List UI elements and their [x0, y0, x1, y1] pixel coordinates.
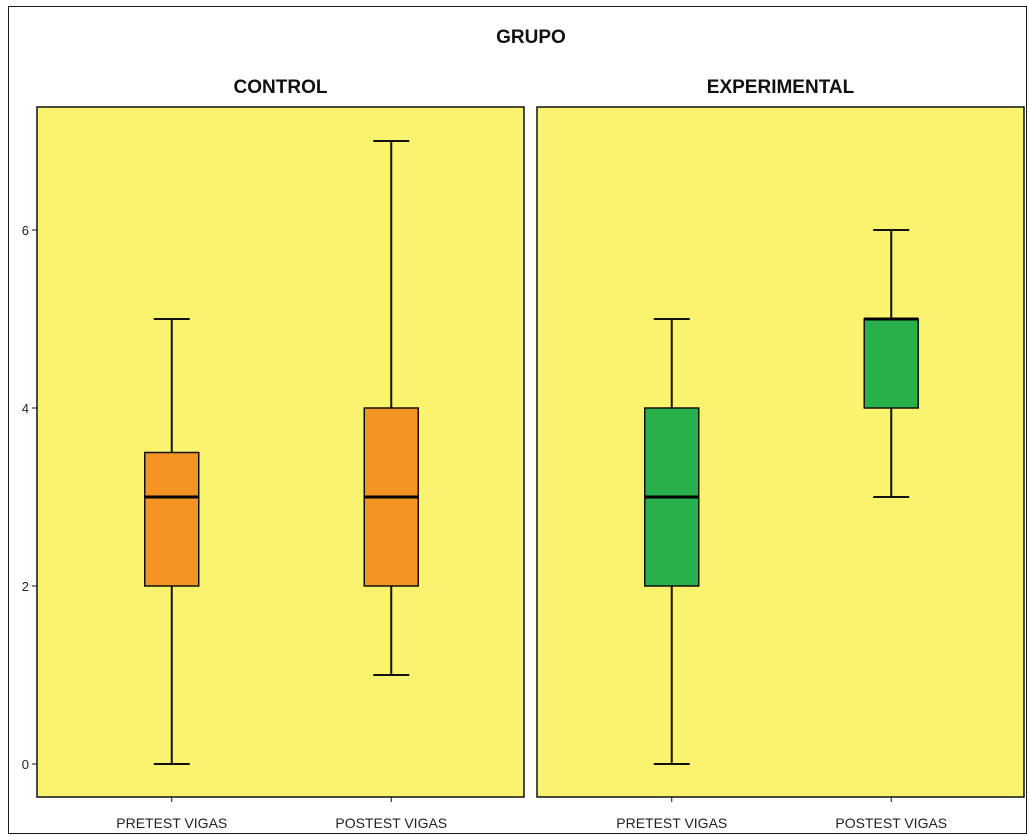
- y-tick-label: 4: [22, 401, 29, 416]
- box-postest-vigas: POSTEST VIGAS: [835, 229, 947, 831]
- box-pretest-vigas: PRETEST VIGAS: [616, 318, 727, 831]
- panel-experimental: EXPERIMENTAL PRETEST VIGAS POSTEST VIGAS: [536, 77, 1025, 831]
- x-tick-label: PRETEST VIGAS: [616, 815, 727, 831]
- panel-control: CONTROL PRETEST VIGAS POSTEST VIGAS: [36, 77, 525, 831]
- panel-background: [36, 106, 525, 798]
- panel-background: [536, 106, 1025, 798]
- y-tick-label: 0: [22, 757, 29, 772]
- box-pretest-vigas: PRETEST VIGAS: [116, 318, 227, 831]
- y-tick-label: 6: [22, 223, 29, 238]
- chart-title: GRUPO: [496, 27, 566, 48]
- x-tick-label: PRETEST VIGAS: [116, 815, 227, 831]
- x-tick-label: POSTEST VIGAS: [335, 815, 447, 831]
- box-postest-vigas: POSTEST VIGAS: [335, 140, 447, 831]
- y-tick-label: 2: [22, 579, 29, 594]
- box-iqr: [144, 451, 200, 587]
- box-iqr: [863, 318, 919, 409]
- panel-title: EXPERIMENTAL: [707, 77, 855, 98]
- panel-title: CONTROL: [234, 77, 328, 98]
- x-tick-label: POSTEST VIGAS: [835, 815, 947, 831]
